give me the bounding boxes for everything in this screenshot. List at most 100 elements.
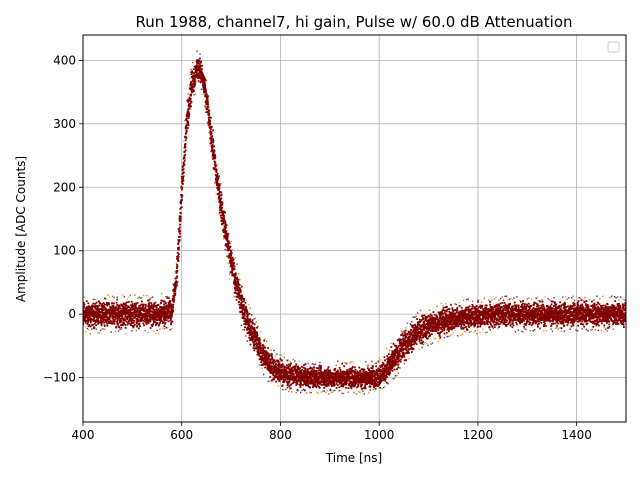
sample-point — [236, 284, 239, 287]
sample-point — [146, 316, 149, 319]
sample-point — [119, 307, 122, 310]
sample-point — [249, 318, 252, 321]
sample-point — [197, 61, 200, 63]
sample-point — [427, 331, 429, 334]
sample-point — [289, 364, 292, 367]
sample-point — [387, 370, 390, 372]
sample-point — [108, 302, 110, 305]
sample-point — [273, 361, 276, 363]
sample-point — [221, 223, 223, 226]
sample-point — [373, 377, 376, 380]
sample-point — [220, 191, 223, 194]
sample-point — [218, 190, 221, 193]
sample-point — [304, 381, 307, 384]
sample-point — [204, 86, 207, 89]
sample-point — [303, 374, 306, 377]
sample-point — [358, 371, 361, 374]
sample-point — [238, 294, 241, 296]
sample-point — [422, 321, 425, 323]
sample-point — [398, 342, 401, 344]
sample-point — [156, 322, 159, 325]
sample-point — [240, 302, 243, 305]
sample-point — [425, 334, 427, 337]
sample-point — [175, 271, 178, 274]
sample-point — [292, 366, 294, 369]
sample-point — [430, 325, 433, 328]
sample-point — [177, 243, 180, 246]
sample-point — [288, 368, 291, 370]
sample-point — [92, 313, 94, 316]
sample-point — [167, 308, 170, 311]
sample-point — [157, 307, 160, 310]
sample-point — [200, 60, 203, 63]
sample-point — [167, 307, 170, 310]
sample-point — [101, 307, 104, 310]
sample-point — [215, 181, 218, 184]
sample-point — [402, 335, 405, 337]
sample-point — [425, 317, 428, 320]
sample-point — [193, 72, 196, 75]
sample-point — [284, 369, 287, 372]
sample-point — [98, 311, 100, 313]
sample-point — [433, 313, 436, 316]
sample-point — [373, 378, 375, 381]
sample-point — [183, 160, 186, 162]
sample-point — [161, 299, 164, 302]
sample-point — [179, 217, 182, 219]
sample-point — [239, 289, 242, 292]
sample-point — [211, 146, 214, 148]
sample-point — [89, 315, 92, 318]
sample-point — [147, 315, 150, 318]
sample-point — [152, 311, 155, 314]
sample-point — [232, 258, 235, 261]
sample-point — [189, 97, 192, 100]
sample-point — [231, 256, 234, 259]
sample-point — [399, 338, 402, 341]
sample-point — [314, 371, 316, 374]
sample-point — [257, 345, 260, 348]
sample-point — [90, 308, 93, 311]
sample-point — [103, 324, 106, 327]
sample-point — [117, 312, 120, 315]
sample-point — [392, 363, 395, 365]
sample-point — [364, 377, 367, 380]
sample-point — [373, 386, 376, 389]
sample-point — [392, 342, 395, 345]
sample-point — [398, 338, 401, 341]
sample-point — [92, 319, 95, 322]
sample-point — [415, 325, 417, 328]
sample-point — [230, 263, 233, 266]
sample-point — [128, 319, 130, 322]
sample-point — [270, 379, 273, 382]
sample-point — [172, 306, 174, 309]
sample-point — [223, 214, 226, 217]
sample-point — [177, 258, 180, 261]
sample-point — [411, 324, 414, 327]
sample-point — [301, 384, 304, 386]
sample-point — [210, 125, 213, 128]
sample-point — [193, 79, 196, 82]
sample-point — [242, 300, 244, 303]
sample-point — [391, 355, 393, 358]
sample-point — [195, 66, 198, 69]
sample-point — [298, 383, 301, 386]
sample-point — [306, 372, 309, 375]
sample-point — [249, 326, 252, 328]
sample-point — [164, 322, 166, 325]
sample-point — [375, 371, 378, 374]
sample-point — [178, 246, 180, 249]
sample-point — [378, 367, 380, 370]
sample-point — [118, 306, 121, 308]
sample-point — [338, 386, 341, 389]
sample-point — [176, 251, 179, 254]
sample-point — [285, 381, 288, 383]
sample-point — [297, 379, 300, 382]
sample-point — [253, 347, 256, 350]
sample-point — [307, 381, 310, 384]
sample-point — [259, 348, 262, 350]
sample-point — [357, 384, 360, 387]
sample-point — [176, 263, 178, 266]
sample-point — [224, 232, 227, 235]
sample-point — [244, 322, 246, 325]
sample-point — [190, 88, 192, 91]
